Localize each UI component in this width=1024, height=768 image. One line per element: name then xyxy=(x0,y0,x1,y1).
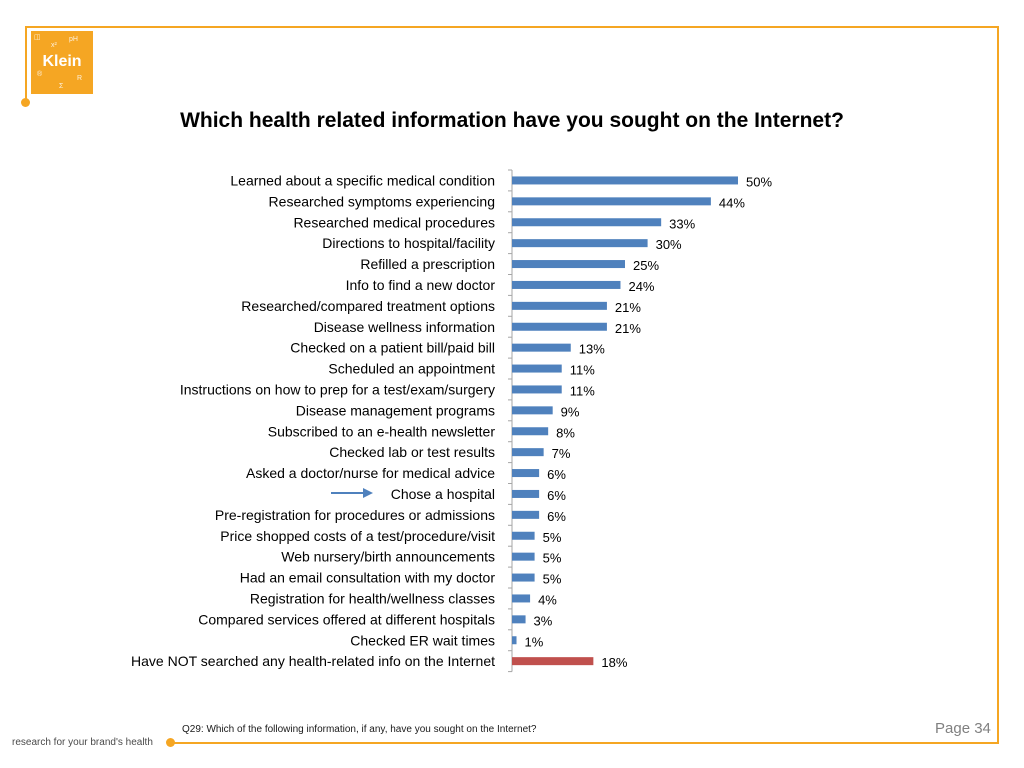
data-label: 8% xyxy=(556,425,575,440)
bar xyxy=(512,448,544,457)
data-label: 33% xyxy=(669,216,695,231)
data-label: 21% xyxy=(615,300,641,315)
bar xyxy=(512,280,621,289)
category-label: Subscribed to an e-health newsletter xyxy=(268,423,496,439)
bar xyxy=(512,531,535,540)
bar xyxy=(512,615,526,624)
category-label: Learned about a specific medical conditi… xyxy=(230,172,495,188)
bar xyxy=(512,343,571,352)
logo-symbol-rx: R xyxy=(77,75,83,82)
bar xyxy=(512,510,540,519)
bar xyxy=(512,594,531,603)
bar xyxy=(512,218,662,227)
data-label: 5% xyxy=(543,530,562,545)
question-footnote: Q29: Which of the following information,… xyxy=(182,724,537,735)
bar xyxy=(512,489,540,498)
bar xyxy=(512,636,517,645)
category-label: Instructions on how to prep for a test/e… xyxy=(180,381,495,397)
bar xyxy=(512,197,711,206)
category-label: Had an email consultation with my doctor xyxy=(240,570,496,586)
category-label: Refilled a prescription xyxy=(360,256,495,272)
category-label: Web nursery/birth announcements xyxy=(281,549,495,565)
data-label: 1% xyxy=(525,634,544,649)
data-label: 30% xyxy=(656,237,682,252)
data-label: 13% xyxy=(579,342,605,357)
data-label: 7% xyxy=(552,446,571,461)
frame-bottom-line xyxy=(170,742,999,744)
logo-name: Klein xyxy=(42,53,82,70)
bar xyxy=(512,260,625,269)
category-label: Pre-registration for procedures or admis… xyxy=(215,507,495,523)
data-label: 9% xyxy=(561,404,580,419)
category-label: Price shopped costs of a test/procedure/… xyxy=(220,528,495,544)
logo-symbol-h: ◫ xyxy=(34,34,41,41)
bar xyxy=(512,552,535,561)
category-label: Disease wellness information xyxy=(314,319,495,335)
frame-dot-bottom xyxy=(166,738,175,747)
category-label: Checked lab or test results xyxy=(329,444,495,460)
frame-left-line xyxy=(25,26,27,102)
data-label: 25% xyxy=(633,258,659,273)
data-label: 6% xyxy=(547,509,566,524)
bar xyxy=(512,385,562,394)
frame-top-line xyxy=(25,26,998,28)
brand-logo: ◫ x² pH ® R Σ Klein xyxy=(31,31,93,94)
data-label: 4% xyxy=(538,592,557,607)
data-label: 11% xyxy=(570,383,595,398)
data-label: 18% xyxy=(601,655,627,670)
data-label: 44% xyxy=(719,195,745,210)
data-label: 11% xyxy=(570,363,595,378)
bar xyxy=(512,573,535,582)
data-label: 5% xyxy=(543,551,562,566)
bar xyxy=(512,301,607,310)
category-label: Researched medical procedures xyxy=(293,214,495,230)
category-label: Researched symptoms experiencing xyxy=(269,193,495,209)
data-label: 24% xyxy=(628,279,654,294)
category-label: Info to find a new doctor xyxy=(346,277,496,293)
data-label: 21% xyxy=(615,321,641,336)
logo-symbol-r: ® xyxy=(37,71,43,78)
page-number: Page 34 xyxy=(935,720,991,737)
category-label: Registration for health/wellness classes xyxy=(250,590,495,606)
chart-title: Which health related information have yo… xyxy=(180,109,844,132)
bar xyxy=(512,176,738,185)
bar xyxy=(512,469,540,478)
logo-symbol-ph: pH xyxy=(69,36,78,43)
bar xyxy=(512,364,562,373)
data-label: 6% xyxy=(547,467,566,482)
bar xyxy=(512,427,549,436)
category-label: Compared services offered at different h… xyxy=(198,611,495,627)
logo-symbol-sigma: Σ xyxy=(59,83,64,90)
highlight-arrow-head-icon xyxy=(363,487,373,498)
brand-tagline: research for your brand's health xyxy=(12,737,153,748)
category-label: Have NOT searched any health-related inf… xyxy=(131,653,495,669)
category-label: Asked a doctor/nurse for medical advice xyxy=(246,465,495,481)
frame-right-line xyxy=(997,26,999,743)
category-label: Checked ER wait times xyxy=(350,632,495,648)
category-label: Directions to hospital/facility xyxy=(322,235,495,251)
data-label: 50% xyxy=(746,174,772,189)
category-label: Disease management programs xyxy=(296,402,495,418)
category-label: Scheduled an appointment xyxy=(328,361,495,377)
category-label: Checked on a patient bill/paid bill xyxy=(290,340,495,356)
frame-dot-top-left xyxy=(21,98,30,107)
data-label: 3% xyxy=(534,613,553,628)
bar xyxy=(512,406,553,415)
data-label: 5% xyxy=(543,572,562,587)
bar xyxy=(512,322,607,331)
bar xyxy=(512,239,648,248)
bar xyxy=(512,657,594,666)
data-label: 6% xyxy=(547,488,566,503)
logo-symbol-x2: x² xyxy=(51,42,57,49)
category-label: Chose a hospital xyxy=(391,486,495,502)
category-label: Researched/compared treatment options xyxy=(241,298,495,314)
